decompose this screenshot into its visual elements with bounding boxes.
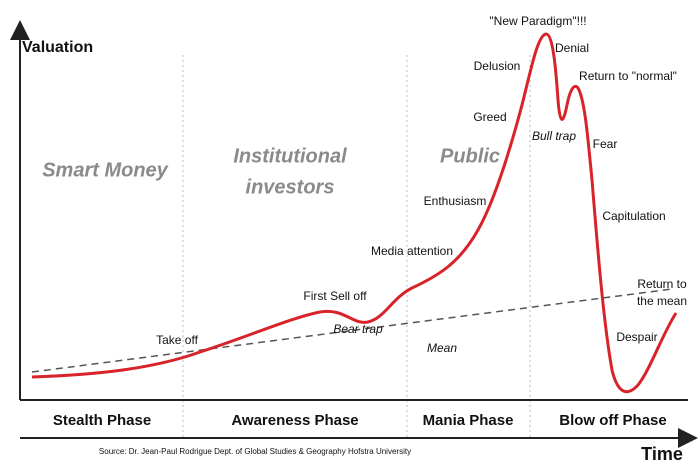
annotation: First Sell off bbox=[303, 289, 367, 303]
annotation: Enthusiasm bbox=[424, 194, 487, 208]
annotation: "New Paradigm"!!! bbox=[489, 14, 586, 28]
annotation: Media attention bbox=[371, 244, 453, 258]
phase-separators bbox=[182, 55, 531, 438]
annotation: Delusion bbox=[474, 59, 521, 73]
source: Source: Dr. Jean-Paul Rodrigue Dept. of … bbox=[99, 447, 411, 456]
annotation: Return to "normal" bbox=[579, 69, 677, 83]
y-axis-label: Valuation bbox=[22, 39, 93, 56]
phase-label: Mania Phase bbox=[423, 412, 514, 429]
annotation: Mean bbox=[427, 341, 457, 355]
group-label: investors bbox=[246, 176, 335, 198]
group-label: Smart Money bbox=[42, 159, 168, 181]
phase-label: Awareness Phase bbox=[231, 412, 358, 429]
annotation: Despair bbox=[616, 330, 657, 344]
annotation: Return to bbox=[637, 277, 687, 291]
annotation: Take off bbox=[156, 333, 198, 347]
annotation: the mean bbox=[637, 294, 687, 308]
annotation: Greed bbox=[473, 110, 506, 124]
annotation: Bull trap bbox=[532, 129, 576, 143]
annotation: Bear trap bbox=[333, 322, 383, 336]
phase-label: Stealth Phase bbox=[53, 412, 151, 429]
phase-label: Blow off Phase bbox=[559, 412, 667, 429]
x-axis-label: Time bbox=[641, 444, 683, 464]
group-label: Institutional bbox=[233, 145, 347, 167]
annotation: Denial bbox=[555, 41, 589, 55]
group-label: Public bbox=[440, 145, 500, 167]
annotation: Fear bbox=[593, 137, 618, 151]
bubble-curve bbox=[31, 32, 678, 394]
annotation: Capitulation bbox=[602, 209, 665, 223]
